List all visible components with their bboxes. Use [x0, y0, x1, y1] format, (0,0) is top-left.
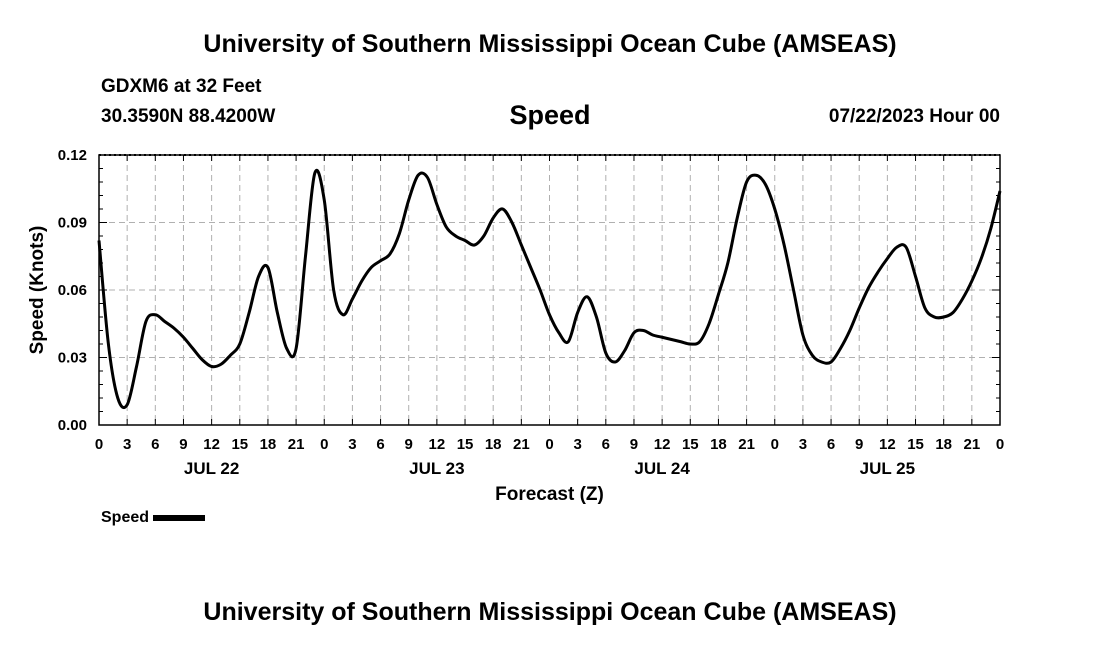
x-tick-label: 21 [738, 436, 755, 453]
label-layer: 0 3 6 9 12 15 18 21 0 3 6 9 12 15 18 21 0 3 6 9 12 15 18 21 0 3 6 9… [58, 147, 1004, 478]
x-tick-label: 0 [996, 436, 1004, 453]
x-tick-label: 18 [485, 436, 502, 453]
x-tick-label: 0 [95, 436, 103, 453]
x-tick-label: 15 [682, 436, 699, 453]
x-tick-label: 15 [907, 436, 924, 453]
legend-label: Speed [101, 509, 150, 526]
x-tick-label: 0 [320, 436, 328, 453]
date-label: JUL 24 [634, 459, 690, 478]
x-tick-label: 12 [203, 436, 220, 453]
x-tick-label: 3 [348, 436, 356, 453]
x-tick-label: 12 [429, 436, 446, 453]
main-title: University of Southern Mississippi Ocean… [203, 30, 897, 58]
x-tick-label: 6 [827, 436, 835, 453]
legend: Speed [101, 509, 206, 527]
x-tick-label: 0 [771, 436, 779, 453]
x-tick-label: 12 [654, 436, 671, 453]
x-tick-label: 15 [457, 436, 474, 453]
x-tick-label: 0 [545, 436, 553, 453]
speed-series-line [97, 169, 1002, 410]
grid-layer [99, 155, 1000, 425]
x-tick-label: 3 [799, 436, 807, 453]
x-tick-label: 9 [630, 436, 638, 453]
x-tick-label: 6 [376, 436, 384, 453]
x-axis-title: Forecast (Z) [495, 484, 604, 505]
x-tick-label: 9 [179, 436, 187, 453]
y-tick-label: 0.00 [58, 417, 87, 434]
x-tick-label: 6 [151, 436, 159, 453]
x-tick-label: 6 [602, 436, 610, 453]
date-label: JUL 25 [860, 459, 915, 478]
date-label: JUL 22 [184, 459, 239, 478]
x-tick-label: 3 [123, 436, 131, 453]
footer-title: University of Southern Mississippi Ocean… [203, 598, 897, 626]
x-tick-label: 9 [405, 436, 413, 453]
forecast-datetime: 07/22/2023 Hour 00 [828, 106, 1000, 127]
station-label: GDXM6 at 32 Feet [101, 76, 262, 97]
x-tick-label: 9 [855, 436, 863, 453]
x-tick-label: 18 [260, 436, 277, 453]
y-tick-label: 0.12 [58, 147, 87, 164]
x-tick-label: 21 [513, 436, 530, 453]
station-coordinates: 30.3590N 88.4200W [101, 106, 276, 127]
x-tick-label: 21 [964, 436, 981, 453]
chart-title: Speed [509, 100, 591, 130]
date-label: JUL 23 [409, 459, 464, 478]
y-tick-label: 0.06 [58, 282, 87, 299]
y-tick-label: 0.09 [58, 215, 87, 232]
x-tick-label: 21 [288, 436, 305, 453]
x-tick-label: 12 [879, 436, 896, 453]
y-tick-label: 0.03 [58, 350, 87, 367]
x-tick-label: 15 [231, 436, 248, 453]
legend-line-swatch [153, 514, 206, 521]
y-axis-title: Speed (Knots) [27, 226, 48, 355]
x-tick-label: 18 [935, 436, 952, 453]
x-tick-label: 18 [710, 436, 727, 453]
x-tick-label: 3 [573, 436, 581, 453]
